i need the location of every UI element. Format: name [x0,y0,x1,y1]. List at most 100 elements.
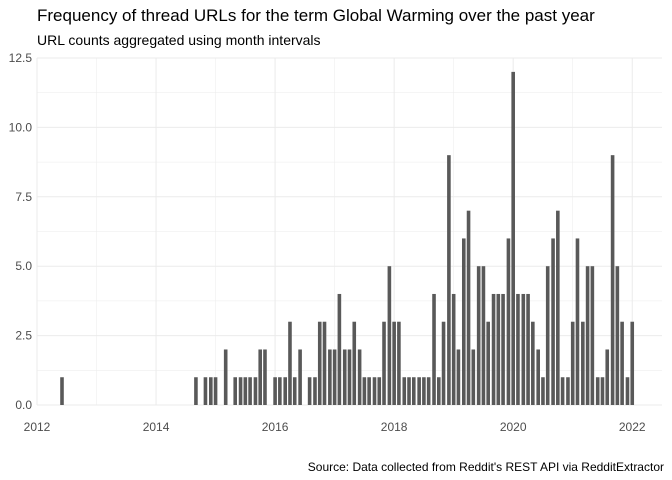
bar [278,377,282,405]
bar [194,377,198,405]
bar [461,238,466,405]
bar [411,377,416,405]
y-tick-label: 10.0 [9,120,33,134]
bar [560,377,565,405]
bar [377,377,382,405]
chart-subtitle: URL counts aggregated using month interv… [37,32,321,48]
x-tick-label: 2020 [500,420,527,434]
bar [600,377,605,405]
bar [501,293,505,405]
bar [60,377,64,405]
bar [313,377,317,405]
bar [570,321,575,405]
y-tick-label: 5.0 [15,259,32,273]
bar [526,293,530,405]
bar [496,293,501,405]
bar [372,377,377,405]
y-tick-label: 2.5 [15,329,32,343]
bar [347,349,352,405]
bar [516,293,520,405]
bar [283,377,288,405]
y-tick-label: 7.5 [15,190,32,204]
bar [223,349,228,405]
bar [536,349,540,405]
bar [253,377,258,405]
bar [387,266,392,405]
bar [521,293,526,405]
bar [243,377,248,405]
bar [248,377,252,405]
bar [402,377,407,405]
bar [605,349,610,405]
bar [432,293,436,405]
bar [476,266,481,405]
bar [620,321,624,405]
bar [258,349,263,405]
bar [367,377,371,405]
bar [357,349,362,405]
bar [575,238,580,405]
x-tick-label: 2016 [262,420,289,434]
bar [292,377,297,405]
bar [298,349,302,405]
axis-labels: 0.0 2.5 5.0 7.5 10.0 12.5 2012 2014 2016 2018 2020… [9,51,646,434]
bar [233,377,238,405]
x-tick-label: 2014 [143,420,170,434]
bar [426,377,431,405]
bar [337,293,342,405]
bar [213,377,218,405]
bar [209,377,213,405]
x-tick-label: 2018 [381,420,408,434]
bar [392,321,396,405]
bar [531,321,535,405]
bar [595,377,600,405]
bar [471,349,476,405]
bar [581,321,585,405]
bar [541,377,545,405]
x-tick-label: 2012 [24,420,51,434]
bar [610,155,615,405]
bar [451,293,456,405]
bar [556,210,560,405]
bar [203,377,208,405]
bar [317,321,322,405]
bar [456,349,461,405]
chart-title: Frequency of thread URLs for the term Gl… [37,6,595,25]
bar [273,377,277,405]
bar [551,238,555,405]
bar [332,349,337,405]
bar [322,321,327,405]
bar [630,321,635,405]
bar [466,210,471,405]
bar [407,377,411,405]
bar [436,377,441,405]
y-tick-label: 0.0 [15,398,32,412]
bars [60,71,635,405]
bar [397,321,401,405]
bar [352,321,357,405]
bar [441,321,446,405]
bar [382,321,386,405]
bar [506,238,511,405]
bar [307,377,312,405]
bar [486,321,490,405]
bar [422,377,426,405]
bar [447,155,451,405]
bar [417,377,421,405]
y-tick-label: 12.5 [9,51,33,65]
bar [491,293,496,405]
bar [625,377,630,405]
bar [342,349,347,405]
bar [238,377,243,405]
bar [362,377,367,405]
bar [328,349,332,405]
bar [566,377,570,405]
bar [481,266,486,405]
x-tick-label: 2022 [619,420,646,434]
bar [585,266,590,405]
bar [511,71,515,405]
bar [590,266,595,405]
bar [288,321,292,405]
